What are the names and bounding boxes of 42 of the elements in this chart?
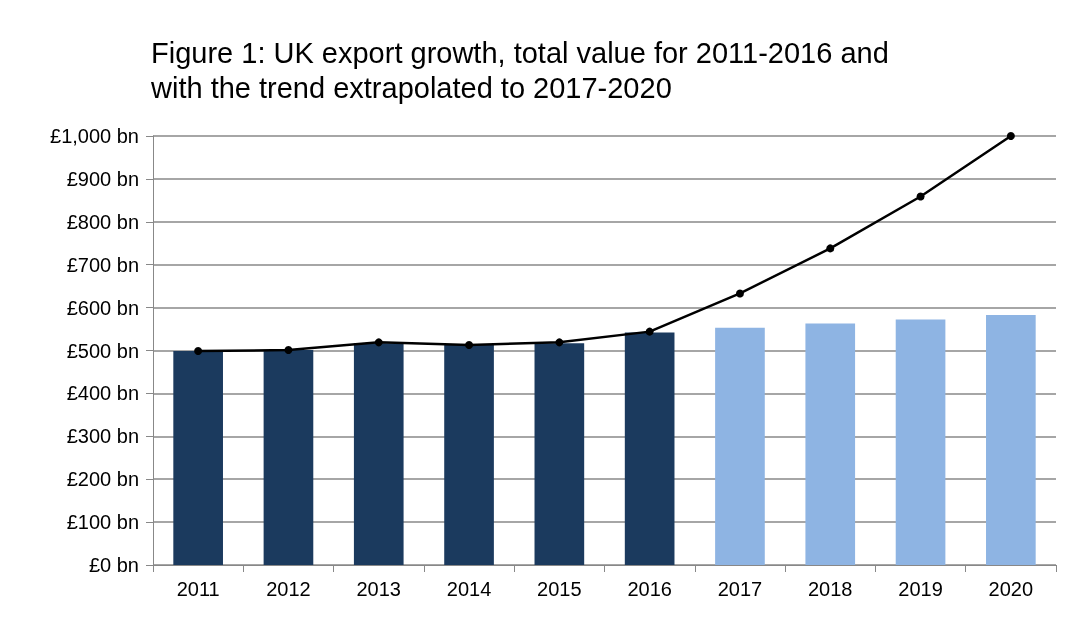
bar	[986, 314, 1036, 565]
point	[735, 289, 744, 298]
x-tick-label: 2019	[898, 578, 943, 600]
x-tick-label: 2011	[176, 578, 220, 600]
x-tick-label: 2013	[356, 578, 401, 600]
bar	[534, 343, 585, 565]
x-tick-label: 2016	[627, 578, 672, 600]
point	[1006, 132, 1015, 140]
x-tick-label: 2017	[717, 578, 763, 600]
y-tick-label: £200 bn	[66, 468, 139, 491]
bar	[805, 323, 856, 565]
y-tick-label: £1,000 bn	[50, 125, 139, 147]
y-tick-label: £600 bn	[66, 296, 139, 319]
point	[826, 244, 835, 253]
x-tick-label: 2014	[446, 578, 492, 600]
point	[645, 327, 654, 336]
x-tick-label: 2015	[537, 578, 582, 600]
bar	[715, 327, 765, 565]
bar	[173, 350, 223, 565]
bar	[263, 350, 314, 565]
y-tick-label: £500 bn	[66, 339, 139, 362]
x-tick-label: 2018	[808, 578, 853, 600]
y-tick-label: £0 bn	[88, 554, 139, 576]
y-tick-label: £300 bn	[66, 425, 139, 448]
point	[465, 340, 474, 349]
bar	[353, 343, 404, 565]
y-tick-label: £400 bn	[66, 382, 139, 405]
y-tick-label: £900 bn	[66, 167, 139, 190]
x-tick-label: 2012	[266, 578, 311, 600]
y-tick-label: £100 bn	[66, 511, 139, 534]
point	[916, 192, 925, 201]
bar	[895, 319, 946, 565]
point	[284, 346, 293, 355]
chart-title: Figure 1: UK export growth, total value for 2011-2016 and with the trend extrapolated to 2017-2020	[150, 36, 889, 104]
bar	[444, 344, 494, 565]
point	[555, 338, 564, 347]
point	[374, 338, 383, 347]
y-tick-label: £800 bn	[66, 210, 139, 233]
point	[194, 346, 203, 355]
x-tick-label: 2020	[988, 578, 1034, 600]
y-tick-label: £700 bn	[66, 253, 139, 276]
bar	[624, 332, 675, 565]
